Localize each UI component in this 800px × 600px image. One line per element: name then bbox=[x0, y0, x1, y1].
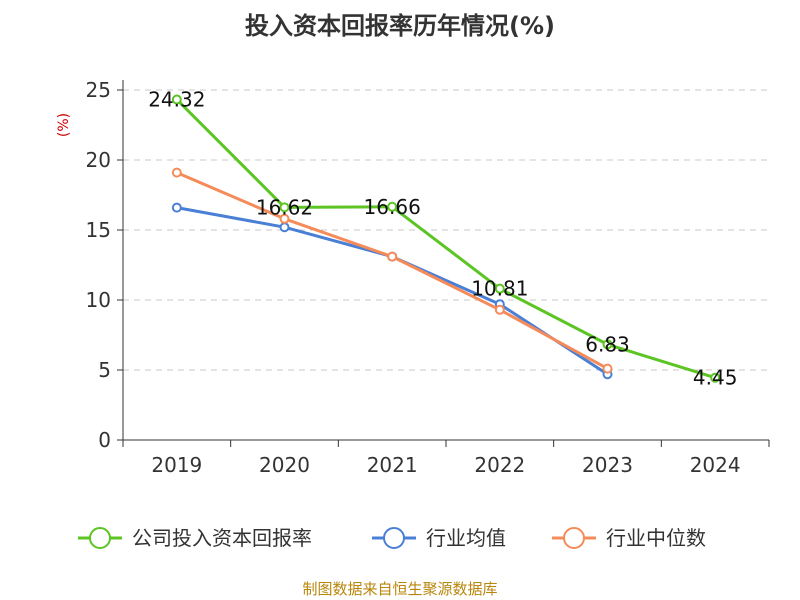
data-point bbox=[279, 222, 290, 233]
y-tick-label: 5 bbox=[98, 358, 111, 382]
y-tick-label: 20 bbox=[86, 148, 111, 172]
legend-label: 公司投入资本回报率 bbox=[132, 526, 312, 550]
data-point bbox=[171, 202, 182, 213]
legend-label: 行业中位数 bbox=[606, 526, 706, 550]
x-tick-label: 2022 bbox=[474, 453, 525, 477]
data-point bbox=[279, 202, 290, 213]
grid-lines bbox=[123, 89, 769, 371]
legend-marker bbox=[89, 527, 111, 549]
axes: 0 5 10 15 20 25 2019 2020 2021 2022 2023 2024 (%) bbox=[56, 78, 770, 477]
chart-title: 投入资本回报率历年情况(%) bbox=[245, 12, 555, 40]
data-label: 24.32 bbox=[148, 88, 205, 112]
data-label: 16.66 bbox=[364, 195, 421, 219]
series-line bbox=[176, 206, 609, 376]
data-label: 6.83 bbox=[585, 332, 630, 356]
series bbox=[171, 94, 721, 383]
legend-label: 行业均值 bbox=[426, 526, 506, 550]
data-label: 16.62 bbox=[256, 195, 313, 219]
y-tick-label: 25 bbox=[86, 78, 111, 102]
x-tick-label: 2023 bbox=[582, 453, 633, 477]
data-labels: 24.32 16.62 16.66 10.81 6.83 4.45 bbox=[148, 88, 737, 390]
legend-marker bbox=[563, 527, 585, 549]
data-point bbox=[387, 201, 398, 212]
series-line bbox=[175, 98, 716, 380]
y-axis-label: (%) bbox=[56, 113, 72, 137]
data-point bbox=[602, 363, 613, 374]
x-tick-label: 2024 bbox=[690, 453, 741, 477]
legend: 公司投入资本回报率 行业均值 行业中位数 bbox=[78, 526, 706, 550]
data-point bbox=[710, 372, 721, 383]
data-point bbox=[387, 251, 398, 262]
y-tick-label: 15 bbox=[86, 218, 111, 242]
data-label: 4.45 bbox=[693, 366, 738, 390]
data-point bbox=[602, 339, 613, 350]
data-point bbox=[171, 94, 182, 105]
data-label: 10.81 bbox=[471, 277, 528, 301]
source-note: 制图数据来自恒生聚源数据库 bbox=[302, 580, 498, 598]
data-point bbox=[494, 304, 505, 315]
legend-marker bbox=[383, 527, 405, 549]
x-tick-label: 2019 bbox=[151, 453, 202, 477]
data-point bbox=[494, 283, 505, 294]
data-point bbox=[279, 213, 290, 224]
data-point bbox=[171, 167, 182, 178]
y-tick-label: 10 bbox=[86, 288, 111, 312]
y-tick-label: 0 bbox=[98, 428, 111, 452]
x-tick-label: 2021 bbox=[367, 453, 418, 477]
x-tick-label: 2020 bbox=[259, 453, 310, 477]
